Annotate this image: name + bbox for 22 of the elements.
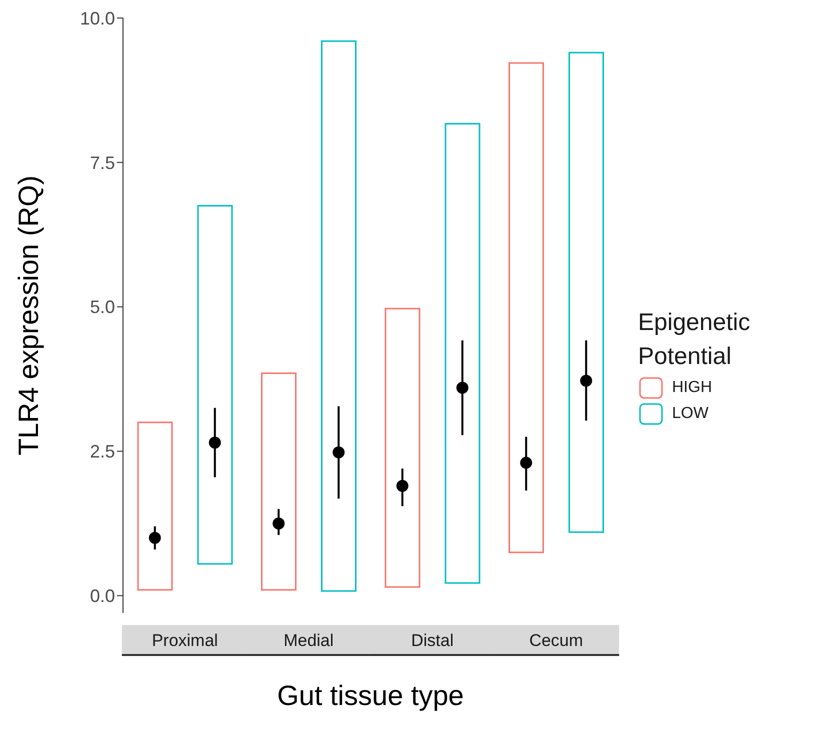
y-tick-label: 2.5: [90, 442, 115, 462]
y-tick-label: 5.0: [90, 297, 115, 318]
bar: [568, 52, 604, 533]
x-tick-label: Cecum: [529, 631, 584, 650]
x-tick-label: Proximal: [152, 631, 218, 650]
x-tick-label: Medial: [284, 631, 334, 650]
y-tick-label: 0.0: [90, 586, 115, 606]
bar: [444, 122, 480, 584]
legend-title: Epigenetic Potential: [638, 308, 752, 372]
y-tick-label: 7.5: [90, 152, 115, 173]
y-tick-label: 10.0: [80, 8, 115, 28]
bar: [508, 62, 544, 554]
bar: [137, 422, 173, 591]
legend-label: LOW: [672, 404, 708, 422]
legend-label: HIGH: [672, 378, 712, 396]
y-axis-title: TLR4 expression (RQ): [12, 175, 44, 456]
bar: [321, 40, 356, 592]
bar: [384, 308, 420, 588]
x-axis-title: Gut tissue type: [277, 680, 464, 711]
bar: [261, 372, 296, 591]
x-tick-label: Distal: [411, 631, 454, 650]
bar: [197, 204, 233, 565]
